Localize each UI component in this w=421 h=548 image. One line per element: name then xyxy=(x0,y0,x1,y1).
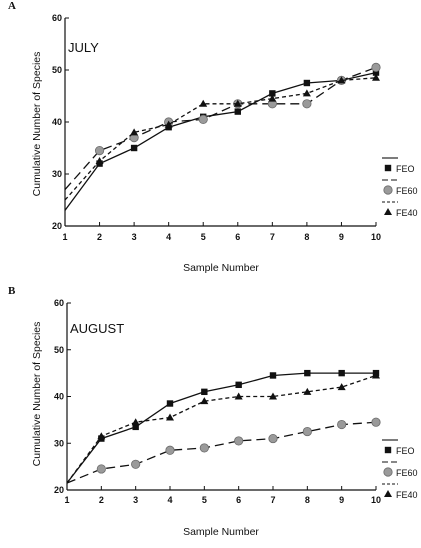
series-fe60-point xyxy=(269,434,277,442)
y-axis-label: Cumulative Number of Species xyxy=(31,52,43,197)
y-tick-label: 20 xyxy=(54,485,64,495)
x-tick-label: 3 xyxy=(132,232,137,242)
chart-title: JULY xyxy=(68,40,99,55)
panel-letter: A xyxy=(8,0,16,12)
x-axis-label: Sample Number xyxy=(183,262,259,274)
series-fe60-point xyxy=(372,418,380,426)
x-tick-label: 10 xyxy=(371,495,381,505)
series-feo-point xyxy=(304,80,310,86)
panel-august: B AUGUST Sample Number Cumulative Number… xyxy=(8,285,418,538)
x-tick-label: 9 xyxy=(339,232,344,242)
series-fe60-point xyxy=(337,420,345,428)
series-feo-point xyxy=(201,389,207,395)
legend-fe40-label: FE40 xyxy=(396,490,418,500)
y-tick-label: 60 xyxy=(52,13,62,23)
legend-feo-label: FEO xyxy=(396,164,415,174)
x-tick-label: 4 xyxy=(166,232,171,242)
x-tick-label: 6 xyxy=(236,495,241,505)
series-fe60-point xyxy=(303,427,311,435)
series-fe60-point xyxy=(97,465,105,473)
y-tick-label: 60 xyxy=(54,298,64,308)
legend-feo-marker xyxy=(385,447,391,453)
series-fe40-point xyxy=(132,418,140,425)
x-tick-label: 3 xyxy=(133,495,138,505)
x-axis-label: Sample Number xyxy=(183,526,259,538)
y-tick-label: 20 xyxy=(52,221,62,231)
x-tick-label: 7 xyxy=(270,232,275,242)
legend-fe60-marker xyxy=(384,186,392,194)
series-fe60-point xyxy=(131,460,139,468)
series-fe60-point xyxy=(303,100,311,108)
x-tick-label: 9 xyxy=(339,495,344,505)
x-tick-label: 7 xyxy=(270,495,275,505)
x-tick-label: 8 xyxy=(304,232,309,242)
series-feo-point xyxy=(167,400,173,406)
series-feo-point xyxy=(235,108,241,114)
y-tick-label: 40 xyxy=(52,117,62,127)
chart-title: AUGUST xyxy=(70,321,124,336)
panel-july: A JULY Sample Number Cumulative Number o… xyxy=(8,0,418,274)
series-feo-point xyxy=(270,372,276,378)
y-tick-label: 30 xyxy=(52,169,62,179)
panel-letter: B xyxy=(8,285,16,297)
legend-fe60-label: FE60 xyxy=(396,468,418,478)
series-feo-line xyxy=(65,73,376,211)
legend-fe60-label: FE60 xyxy=(396,186,418,196)
series-feo-point xyxy=(338,370,344,376)
series-feo-line xyxy=(67,373,376,483)
y-tick-label: 40 xyxy=(54,392,64,402)
x-tick-label: 2 xyxy=(97,232,102,242)
series-feo-point xyxy=(304,370,310,376)
x-tick-label: 1 xyxy=(62,232,67,242)
series-fe40-point xyxy=(303,89,311,96)
x-tick-label: 8 xyxy=(305,495,310,505)
series-fe60-point xyxy=(234,437,242,445)
series-fe60-point xyxy=(199,115,207,123)
legend-fe40-label: FE40 xyxy=(396,208,418,218)
y-tick-label: 50 xyxy=(54,345,64,355)
y-tick-label: 30 xyxy=(54,438,64,448)
series-fe60-line xyxy=(65,67,376,189)
series-fe60-point xyxy=(200,444,208,452)
series-fe40-point xyxy=(166,414,174,421)
series-feo-point xyxy=(131,145,137,151)
y-tick-label: 50 xyxy=(52,65,62,75)
series-fe60-point xyxy=(95,146,103,154)
x-tick-label: 10 xyxy=(371,232,381,242)
legend-feo-marker xyxy=(385,165,391,171)
x-tick-label: 5 xyxy=(202,495,207,505)
x-tick-label: 6 xyxy=(235,232,240,242)
x-tick-label: 5 xyxy=(201,232,206,242)
series-fe60-point xyxy=(166,446,174,454)
y-axis-label: Cumulative Number of Species xyxy=(31,322,43,467)
legend-fe40-marker xyxy=(384,490,392,497)
x-tick-label: 1 xyxy=(64,495,69,505)
x-tick-label: 2 xyxy=(99,495,104,505)
series-feo-point xyxy=(235,382,241,388)
series-fe40-line xyxy=(65,78,376,200)
x-tick-label: 4 xyxy=(167,495,172,505)
series-fe60-point xyxy=(372,63,380,71)
legend-fe40-marker xyxy=(384,208,392,215)
legend-feo-label: FEO xyxy=(396,446,415,456)
legend-fe60-marker xyxy=(384,468,392,476)
